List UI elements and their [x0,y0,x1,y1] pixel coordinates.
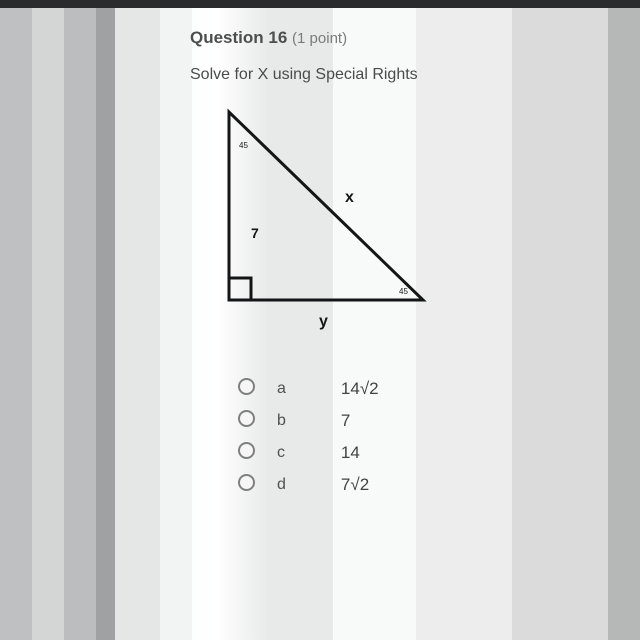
question-panel: Question 16 (1 point) Solve for X using … [190,28,600,503]
option-letter: c [255,439,341,467]
svg-text:45: 45 [239,141,248,150]
triangle-figure: 45 45 7 x y [195,104,600,341]
radio-c[interactable] [238,442,255,459]
svg-text:7: 7 [251,225,259,241]
triangle-svg: 45 45 7 x y [195,104,455,336]
option-letter: d [255,471,341,499]
option-letter: b [255,407,341,435]
question-header: Question 16 (1 point) [190,28,600,48]
option-letter: a [255,375,341,403]
option-value: 7 [341,407,379,435]
question-number: Question 16 [190,28,287,47]
option-row[interactable]: d 7√2 [238,471,379,499]
question-prompt: Solve for X using Special Rights [190,66,600,84]
radio-b[interactable] [238,410,255,427]
radio-d[interactable] [238,474,255,491]
option-row[interactable]: c 14 [238,439,379,467]
top-dark-strip [0,0,640,8]
option-value: 14 [341,439,379,467]
svg-text:y: y [319,313,328,330]
option-value: 14√2 [341,375,379,403]
answer-options: a 14√2 b 7 c 14 d 7√2 [238,371,379,503]
svg-text:45: 45 [399,287,408,296]
radio-a[interactable] [238,378,255,395]
svg-text:x: x [345,189,354,206]
option-row[interactable]: a 14√2 [238,375,379,403]
question-points: (1 point) [292,30,347,47]
option-value: 7√2 [341,471,379,499]
option-row[interactable]: b 7 [238,407,379,435]
